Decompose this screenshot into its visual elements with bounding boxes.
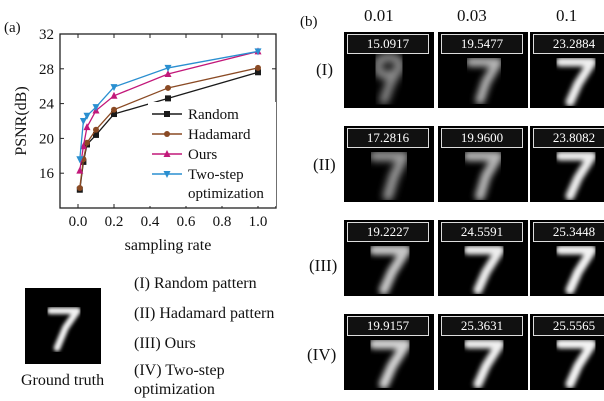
x-tick-label: 0.0 bbox=[69, 214, 88, 230]
ground-truth-caption: Ground truth bbox=[21, 372, 105, 389]
data-point bbox=[76, 166, 84, 174]
legend-label: Hadamard bbox=[188, 127, 251, 143]
data-point bbox=[110, 91, 118, 99]
legend-label: Two-step bbox=[188, 167, 244, 183]
data-point bbox=[84, 139, 90, 146]
psnr-value: 19.2227 bbox=[347, 222, 429, 242]
row-label: (IV) bbox=[307, 345, 337, 364]
ground-truth-image bbox=[25, 288, 101, 364]
psnr-value: 24.5591 bbox=[441, 222, 523, 242]
psnr-value: 23.8082 bbox=[533, 128, 604, 148]
legend-label: optimization bbox=[188, 186, 264, 202]
reconstruction-tile: 24.5591 bbox=[438, 220, 528, 296]
column-label: 0.1 bbox=[556, 6, 578, 25]
method-legend-item: optimization bbox=[134, 381, 215, 398]
psnr-value: 19.9600 bbox=[441, 128, 523, 148]
reconstruction-tile: 19.9157 bbox=[344, 314, 434, 390]
psnr-value: 25.3448 bbox=[533, 222, 604, 242]
data-point bbox=[163, 171, 171, 178]
psnr-value: 15.0917 bbox=[347, 34, 429, 54]
data-point bbox=[111, 106, 117, 113]
data-point bbox=[164, 70, 172, 78]
psnr-chart: 16 20 24 28 32 0.0 0.2 0.4 0.6 0.8 1.0 sampling rat… bbox=[13, 27, 277, 254]
psnr-value: 19.5477 bbox=[441, 34, 523, 54]
column-label: 0.01 bbox=[364, 6, 394, 25]
reconstruction-tile: 23.8082 bbox=[530, 126, 604, 202]
reconstruction-tile: 23.2884 bbox=[530, 32, 604, 108]
panel-b-label: (b) bbox=[300, 14, 318, 30]
y-tick-label: 24 bbox=[39, 97, 55, 113]
data-point bbox=[254, 48, 262, 56]
x-axis-label: sampling rate bbox=[125, 237, 212, 254]
panel-a-label: (a) bbox=[4, 20, 21, 36]
method-legend-item: (IV) Two-step bbox=[134, 362, 225, 379]
data-point bbox=[164, 131, 170, 137]
y-tick-label: 20 bbox=[39, 131, 54, 147]
data-point bbox=[76, 156, 84, 164]
reconstruction-tile: 19.5477 bbox=[438, 32, 528, 108]
psnr-value: 17.2816 bbox=[347, 128, 429, 148]
x-tick-label: 0.2 bbox=[105, 214, 124, 230]
data-point bbox=[83, 112, 91, 120]
data-point bbox=[255, 64, 261, 71]
reconstruction-tile: 25.5565 bbox=[530, 314, 604, 390]
data-point bbox=[93, 131, 99, 138]
data-point bbox=[164, 64, 172, 72]
reconstruction-tile: 19.2227 bbox=[344, 220, 434, 296]
data-point bbox=[79, 142, 87, 150]
reconstruction-tile: 25.3631 bbox=[438, 314, 528, 390]
data-point bbox=[92, 104, 100, 112]
data-point bbox=[163, 150, 171, 157]
data-point bbox=[164, 111, 170, 117]
legend-label: Ours bbox=[188, 147, 217, 163]
reconstruction-tile: 25.3448 bbox=[530, 220, 604, 296]
legend-label: Random bbox=[188, 107, 239, 123]
data-point bbox=[111, 111, 117, 118]
y-axis-label: PSNR(dB) bbox=[13, 86, 30, 155]
data-point bbox=[83, 123, 91, 131]
data-point bbox=[255, 69, 261, 76]
psnr-value: 19.9157 bbox=[347, 316, 429, 336]
x-tick-label: 0.4 bbox=[141, 214, 160, 230]
method-legend-item: (II) Hadamard pattern bbox=[134, 305, 275, 322]
method-legend-item: (I) Random pattern bbox=[134, 275, 257, 292]
data-point bbox=[165, 84, 171, 91]
x-tick-label: 0.8 bbox=[213, 214, 232, 230]
reconstruction-tile: 17.2816 bbox=[344, 126, 434, 202]
row-label: (II) bbox=[313, 155, 336, 174]
reconstruction-tile: 19.9600 bbox=[438, 126, 528, 202]
row-label: (I) bbox=[316, 60, 333, 79]
psnr-value: 25.5565 bbox=[533, 316, 604, 336]
data-point bbox=[93, 126, 99, 133]
y-tick-label: 16 bbox=[39, 166, 55, 182]
y-tick-label: 28 bbox=[39, 62, 54, 78]
reconstruction-tile: 15.0917 bbox=[344, 32, 434, 108]
x-tick-label: 0.6 bbox=[177, 214, 196, 230]
data-point bbox=[76, 184, 83, 191]
psnr-value: 23.2884 bbox=[533, 34, 604, 54]
row-label: (III) bbox=[309, 256, 338, 275]
psnr-value: 25.3631 bbox=[441, 316, 523, 336]
column-label: 0.03 bbox=[457, 6, 487, 25]
method-legend-item: (III) Ours bbox=[134, 335, 196, 352]
data-point bbox=[165, 95, 171, 102]
x-tick-label: 1.0 bbox=[249, 214, 268, 230]
data-point bbox=[110, 84, 118, 92]
data-point bbox=[79, 118, 87, 125]
y-tick-label: 32 bbox=[39, 27, 54, 43]
